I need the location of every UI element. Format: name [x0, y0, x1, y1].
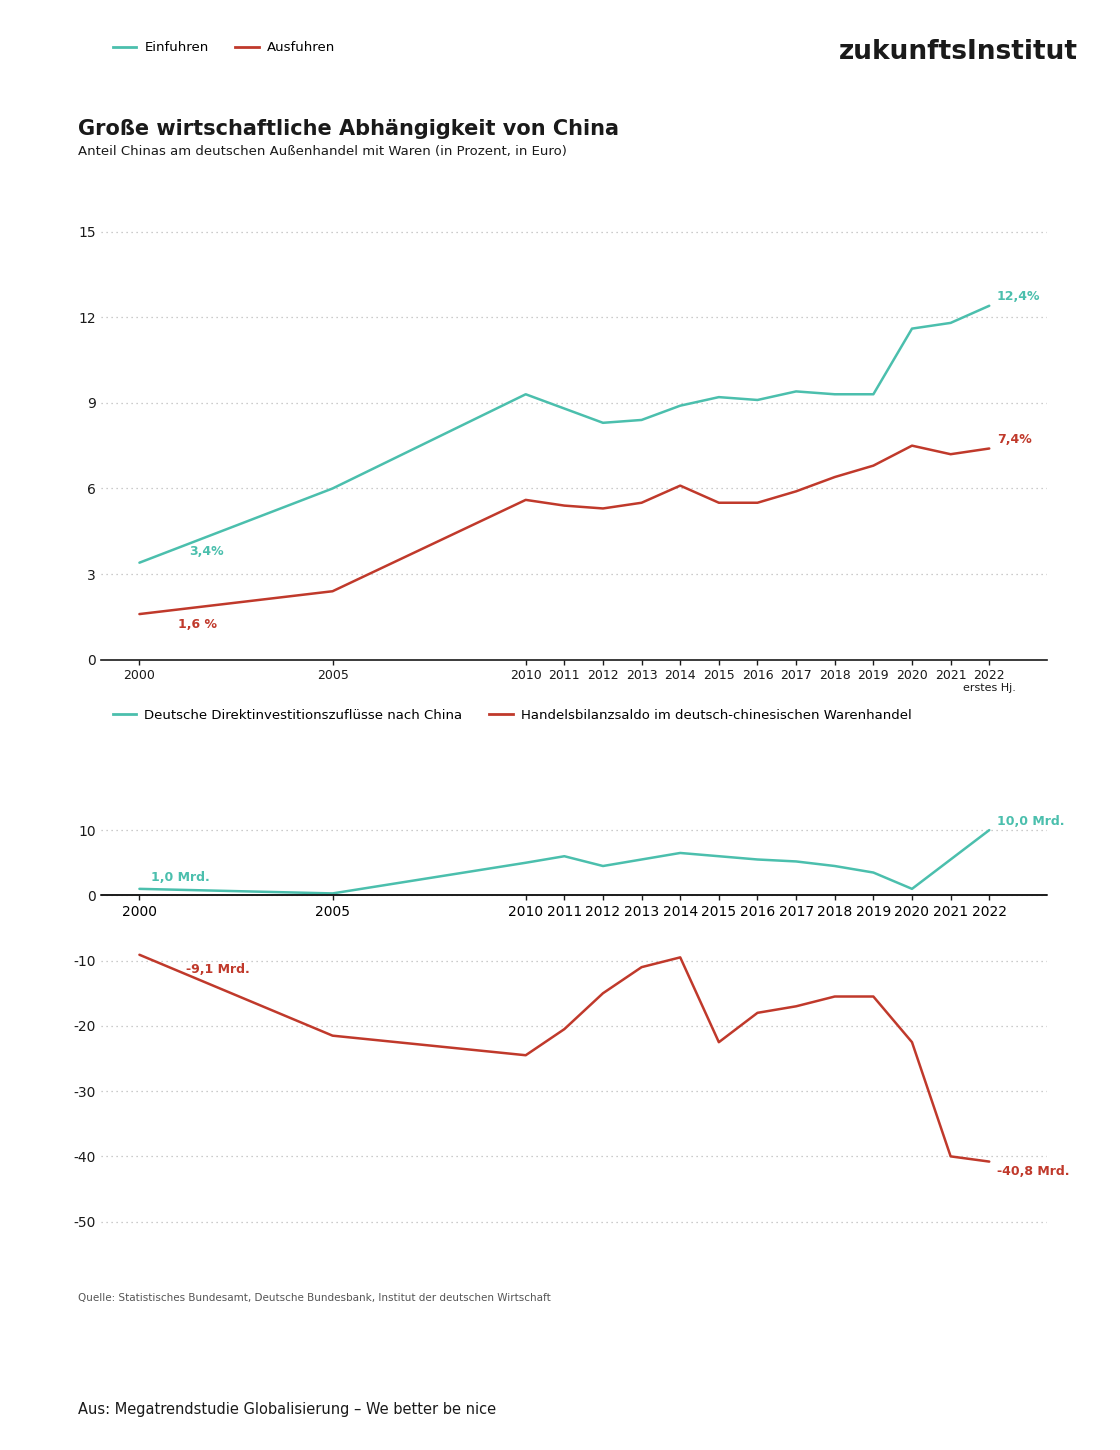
Text: Quelle: Statistisches Bundesamt, Deutsche Bundesbank, Institut der deutschen Wir: Quelle: Statistisches Bundesamt, Deutsch…	[78, 1293, 551, 1304]
Text: zukunftsInstitut: zukunftsInstitut	[839, 39, 1077, 65]
Text: 3,4%: 3,4%	[189, 545, 224, 558]
Text: -40,8 Mrd.: -40,8 Mrd.	[997, 1164, 1070, 1177]
Text: 12,4%: 12,4%	[997, 290, 1040, 303]
Text: 7,4%: 7,4%	[997, 432, 1032, 445]
Text: -9,1 Mrd.: -9,1 Mrd.	[186, 963, 250, 976]
Text: 1,0 Mrd.: 1,0 Mrd.	[151, 870, 209, 883]
Text: Aus: Megatrendstudie Globalisierung – We better be nice: Aus: Megatrendstudie Globalisierung – We…	[78, 1402, 496, 1417]
Text: Anteil Chinas am deutschen Außenhandel mit Waren (in Prozent, in Euro): Anteil Chinas am deutschen Außenhandel m…	[78, 145, 567, 158]
Text: Große wirtschaftliche Abhängigkeit von China: Große wirtschaftliche Abhängigkeit von C…	[78, 119, 619, 139]
Text: 1,6 %: 1,6 %	[178, 618, 217, 631]
Legend: Deutsche Direktinvestitionszuflüsse nach China, Handelsbilanzsaldo im deutsch-ch: Deutsche Direktinvestitionszuflüsse nach…	[108, 703, 916, 726]
Legend: Einfuhren, Ausfuhren: Einfuhren, Ausfuhren	[108, 36, 340, 59]
Text: erstes Hj.: erstes Hj.	[963, 683, 1016, 693]
Text: 10,0 Mrd.: 10,0 Mrd.	[997, 815, 1064, 828]
